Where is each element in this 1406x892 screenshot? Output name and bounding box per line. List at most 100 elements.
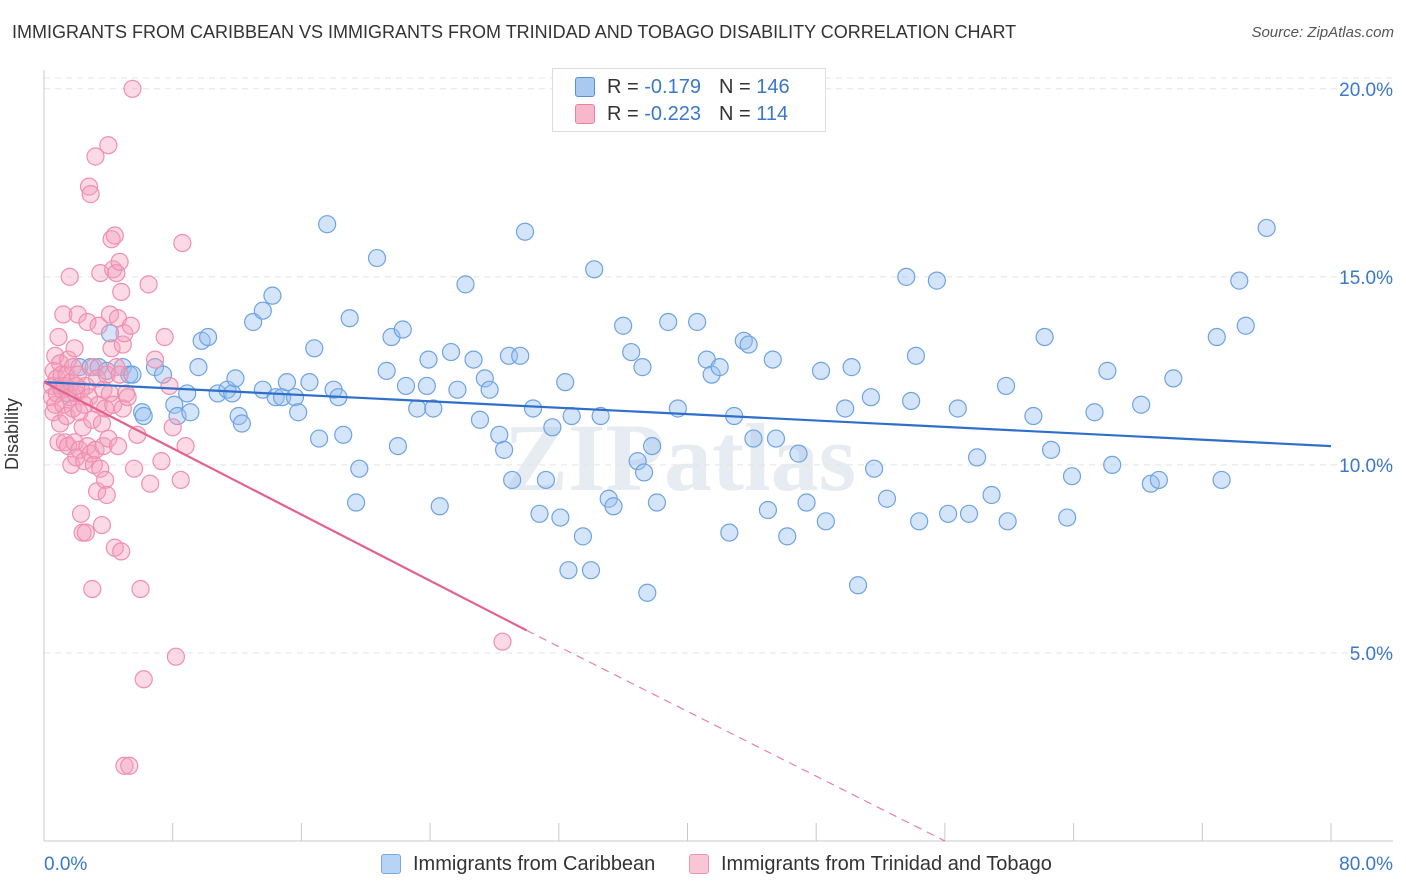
trinidad-point — [86, 147, 105, 166]
chart-title: IMMIGRANTS FROM CARIBBEAN VS IMMIGRANTS … — [12, 22, 1017, 42]
legend-n-label: N = — [718, 102, 751, 125]
trinidad-point — [120, 756, 139, 775]
caribbean-point — [536, 470, 556, 490]
trinidad-point — [97, 365, 116, 384]
trendline-trinidad-extension — [526, 629, 946, 842]
trinidad-point — [110, 252, 129, 271]
trinidad-point — [110, 365, 129, 384]
caribbean-point — [198, 327, 218, 347]
bottom-legend-label-caribbean: Immigrants from Caribbean — [413, 852, 656, 875]
trinidad-point — [115, 756, 134, 775]
trinidad-point — [49, 327, 68, 347]
trinidad-point — [75, 452, 94, 471]
caribbean-point — [861, 388, 880, 407]
series-caribbean-points — [50, 215, 1276, 602]
caribbean-point — [189, 358, 208, 377]
trinidad-point — [152, 452, 171, 471]
trinidad-point — [81, 185, 100, 204]
caribbean-point — [277, 373, 297, 392]
source-credit: Source: ZipAtlas.com — [1251, 24, 1394, 41]
caribbean-point — [1149, 470, 1168, 490]
trinidad-point — [128, 425, 147, 444]
caribbean-point — [1103, 455, 1122, 475]
caribbean-point — [388, 436, 408, 456]
caribbean-point — [906, 346, 926, 365]
caribbean-point — [789, 444, 808, 463]
caribbean-point — [710, 358, 729, 377]
legend-swatch-trinidad — [575, 104, 595, 124]
legend-swatch-caribbean — [575, 77, 595, 97]
caribbean-point — [393, 320, 412, 339]
trinidad-point — [99, 429, 118, 448]
trinidad-point — [49, 433, 68, 452]
caribbean-point — [1098, 361, 1117, 380]
caribbean-point — [836, 399, 855, 418]
caribbean-point — [226, 369, 245, 388]
caribbean-point — [178, 384, 197, 403]
trinidad-point — [112, 542, 131, 561]
caribbean-point — [396, 376, 416, 396]
trinidad-point — [173, 233, 192, 253]
caribbean-point — [816, 512, 835, 531]
caribbean-point — [523, 399, 543, 418]
caribbean-point — [659, 312, 678, 332]
caribbean-point — [1236, 316, 1255, 335]
caribbean-point — [253, 301, 272, 320]
caribbean-point — [948, 399, 967, 418]
trinidad-point — [87, 369, 107, 388]
trinidad-point — [145, 350, 165, 369]
caribbean-point — [1035, 327, 1054, 347]
caribbean-point — [530, 504, 549, 523]
caribbean-point — [318, 215, 337, 234]
trinidad-point — [112, 282, 131, 301]
y-tick-label: 15.0% — [1339, 268, 1393, 289]
caribbean-point — [448, 380, 467, 399]
caribbean-point — [1257, 218, 1276, 238]
bottom-legend-swatch-trinidad — [689, 854, 709, 874]
caribbean-point — [848, 576, 868, 595]
tick-labels: 5.0% 10.0% 15.0% 20.0% 0.0% 80.0% — [44, 80, 1393, 875]
trinidad-point — [102, 339, 121, 358]
caribbean-point — [1085, 403, 1104, 422]
bottom-legend-caribbean: Immigrants from Caribbean — [381, 850, 655, 878]
caribbean-point — [633, 358, 652, 377]
caribbean-point — [614, 316, 633, 335]
stats-legend: R = -0.179 N = 146 R = -0.223 N = 114 — [552, 68, 826, 132]
caribbean-point — [604, 497, 623, 516]
caribbean-point — [511, 346, 530, 365]
trinidad-point — [73, 418, 92, 437]
trinidad-point — [65, 339, 84, 358]
trinidad-point — [139, 275, 158, 294]
bottom-legend-swatch-caribbean — [381, 854, 401, 874]
caribbean-point — [1230, 271, 1249, 290]
x-tick-label: 0.0% — [44, 854, 87, 875]
trinidad-point — [83, 579, 102, 599]
caribbean-point — [456, 275, 475, 294]
caribbean-point — [562, 406, 581, 426]
legend-n-value: 146 — [756, 75, 790, 98]
caribbean-point — [480, 380, 499, 399]
legend-r-label: R = — [607, 102, 639, 125]
axes — [43, 70, 1393, 842]
caribbean-point — [647, 493, 667, 512]
caribbean-point — [340, 309, 359, 328]
caribbean-point — [285, 388, 305, 407]
caribbean-point — [763, 350, 782, 369]
trinidad-point — [113, 399, 132, 418]
trinidad-point — [92, 515, 112, 535]
trinidad-point — [141, 474, 160, 493]
trinidad-point — [83, 410, 102, 429]
caribbean-point — [134, 406, 153, 426]
trinidad-point — [54, 305, 73, 324]
trinidad-point — [79, 177, 99, 196]
caribbean-point — [515, 222, 535, 241]
trinidad-point — [97, 485, 116, 505]
caribbean-point — [797, 493, 816, 512]
caribbean-point — [927, 271, 946, 290]
trinidad-point — [123, 79, 142, 98]
caribbean-point — [998, 512, 1017, 531]
caribbean-point — [758, 500, 778, 520]
caribbean-point — [417, 376, 436, 396]
caribbean-point — [1062, 467, 1082, 486]
caribbean-point — [377, 361, 396, 380]
